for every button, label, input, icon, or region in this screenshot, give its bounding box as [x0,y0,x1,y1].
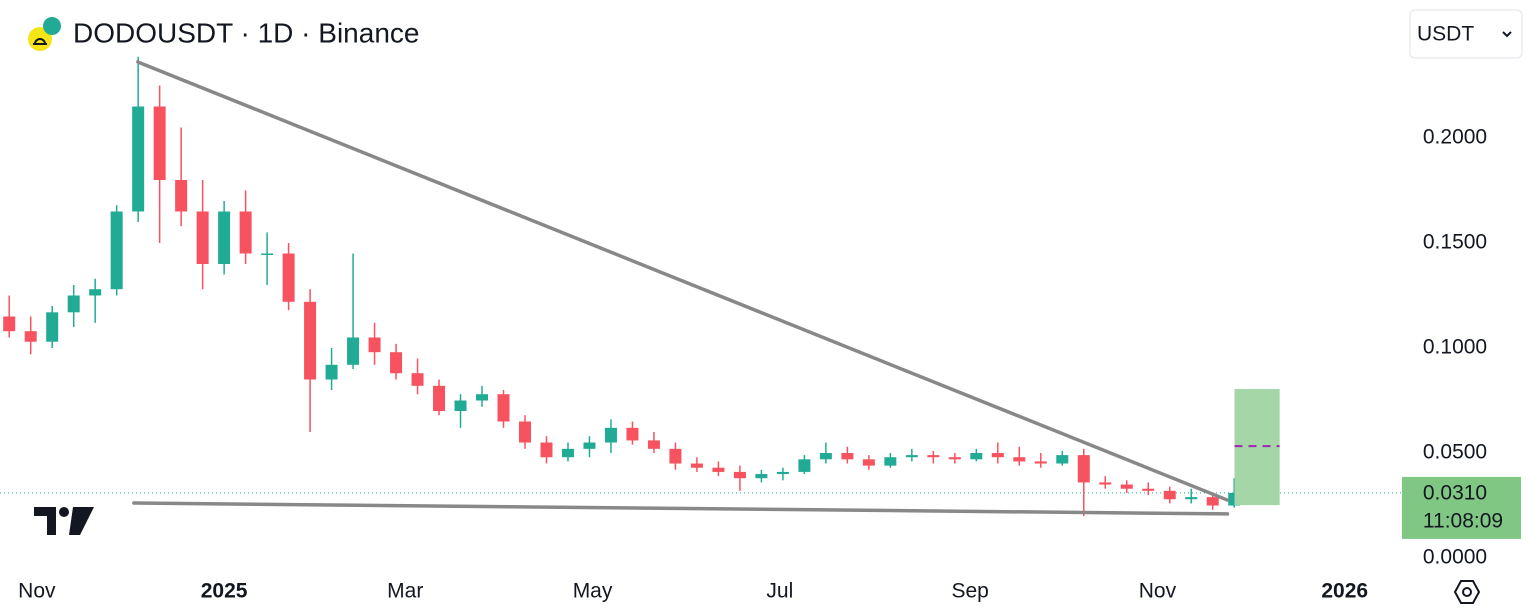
candle-body [1034,461,1047,464]
candle-body [3,316,16,332]
candle-body [261,253,274,255]
x-tick-label: Sep [951,580,988,603]
candle-body [497,394,510,422]
chart-title: DODOUSDT · 1D · Binance [73,17,419,48]
candle-body [798,459,811,472]
candle-body [390,352,403,374]
candle-body [540,442,553,458]
x-tick-label: 2025 [201,580,248,603]
last-price-label: 0.0310 [1423,481,1487,504]
plot [0,56,1402,517]
dropdown-chevron[interactable] [1502,31,1512,38]
countdown: 11:08:09 [1423,509,1503,532]
trendline [136,60,1230,502]
candle-body [841,453,854,460]
candle-body [1142,488,1155,491]
candle-body [218,211,231,264]
candle-body [110,211,123,290]
candle-body [476,394,489,401]
candle-body [1013,457,1026,462]
last-price-box [1402,476,1521,539]
candle-body [583,442,596,449]
candle-body [282,253,295,302]
candle-body [411,373,424,386]
candle-body [712,467,725,472]
candle-body [454,400,467,412]
candle-body [347,337,360,365]
candle-body [175,179,188,212]
candle-body [1099,482,1112,485]
y-tick-label: 0.0000 [1423,546,1487,569]
settings-icon[interactable] [1453,580,1481,604]
y-tick-label: 0.1000 [1423,336,1487,359]
candle-body [368,337,381,353]
trendline [132,501,1230,516]
candle-body [561,448,574,458]
candle-body [905,455,918,458]
candle-body [991,453,1004,458]
x-tick-label: Nov [18,580,56,603]
candle-body [755,474,768,479]
axes: 0.2000 0.1500 0.1000 0.0500 0.0000 Nov 2025 Mar… [18,126,1521,603]
x-tick-label: Nov [1139,580,1177,603]
candle-body [132,106,145,212]
x-tick-label: Jul [766,580,793,603]
candle-body [669,448,682,464]
candle-body [24,331,37,342]
candle-body [1077,455,1090,483]
candle-body [626,427,639,441]
candle-body [927,455,940,458]
y-tick-label: 0.2000 [1423,126,1487,149]
candle-body [690,463,703,468]
exchange-icon [43,17,61,35]
x-tick-label: May [573,580,613,603]
candle-body [948,457,961,460]
candle-body [776,471,789,475]
candle-body [970,453,983,460]
y-tick-label: 0.1500 [1423,231,1487,254]
symbol-glyph [33,38,47,45]
y-tick-label: 0.0500 [1423,441,1487,464]
currency-label[interactable]: USDT [1417,23,1474,46]
x-tick-label: Mar [387,580,423,603]
candle-body [67,295,80,313]
candle-body [1056,455,1069,464]
candle-body [304,301,317,380]
candle-body [1120,484,1133,489]
candle-body [433,385,446,412]
x-tick-label: 2026 [1321,580,1368,603]
candle-body [519,421,531,443]
candle-body [1185,497,1198,500]
candle-body [884,457,897,466]
candle-body [325,364,338,380]
candle-body [46,312,59,342]
candle-body [819,453,832,460]
candle-body [647,440,660,449]
candle-body [1163,490,1176,500]
candle-body [604,427,617,443]
candle-body [862,459,875,466]
candle-body [1206,497,1219,506]
currency-dropdown[interactable] [1409,9,1523,59]
candle-body [153,106,166,180]
candle-body [89,289,102,296]
candle-body [196,211,209,264]
candle-body [733,471,746,479]
tv-logo [34,507,94,535]
candle-body [239,211,252,254]
